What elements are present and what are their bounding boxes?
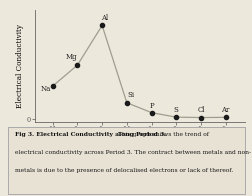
Point — [223, 116, 227, 119]
Point — [149, 111, 153, 114]
Point — [198, 116, 202, 119]
Text: Al: Al — [101, 14, 108, 22]
Text: Si: Si — [127, 91, 134, 99]
Text: Fig 3. Electrical Conductivity along Period 3.: Fig 3. Electrical Conductivity along Per… — [15, 132, 165, 137]
Text: This graph shows the trend of: This graph shows the trend of — [115, 132, 208, 137]
Point — [100, 24, 104, 27]
Point — [50, 84, 54, 88]
Text: Cl: Cl — [197, 106, 204, 114]
Text: electrical conductivity across Period 3. The contract between metals and non-: electrical conductivity across Period 3.… — [15, 150, 250, 155]
Text: S: S — [173, 106, 178, 114]
Point — [75, 64, 79, 67]
Point — [124, 101, 128, 104]
Y-axis label: Electrical Conductivity: Electrical Conductivity — [16, 24, 24, 108]
Text: Na: Na — [41, 85, 51, 93]
Text: metals is due to the presence of delocalised electrons or lack of thereof.: metals is due to the presence of delocal… — [15, 168, 232, 173]
X-axis label: proton number: proton number — [113, 136, 167, 144]
Text: P: P — [149, 102, 153, 110]
Point — [174, 116, 178, 119]
Text: Mg: Mg — [65, 54, 77, 62]
Text: Ar: Ar — [220, 106, 229, 114]
